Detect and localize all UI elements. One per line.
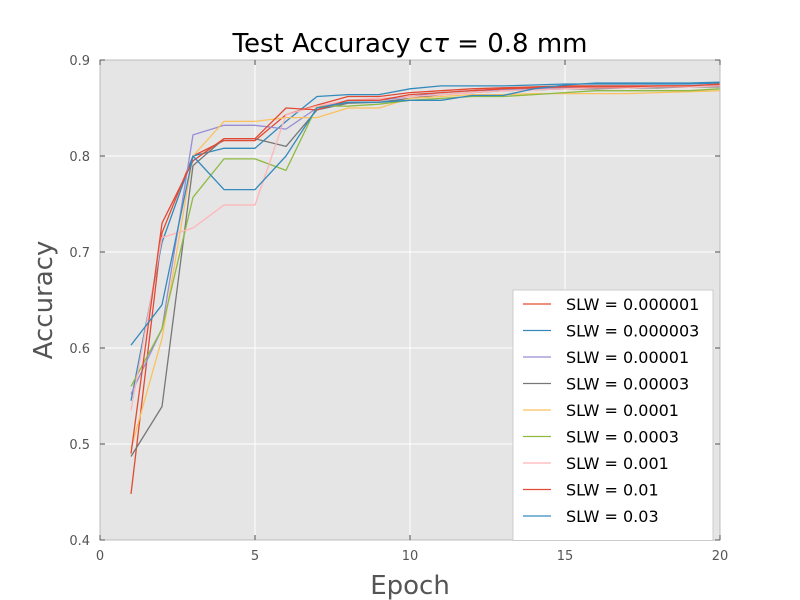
x-tick-label: 20 — [712, 549, 729, 564]
series-line — [130, 83, 721, 454]
series-line — [130, 90, 721, 449]
legend-entry-label: SLW = 0.01 — [566, 481, 659, 500]
series-line — [130, 88, 721, 387]
legend: SLW = 0.000001 SLW = 0.000003 SLW = 0.0000… — [512, 289, 714, 541]
series-lines — [130, 81, 721, 494]
x-tick-label: 5 — [251, 549, 259, 564]
legend-entry-label: SLW = 0.000001 — [566, 295, 699, 314]
x-axis-label: Epoch — [370, 571, 450, 600]
legend-entry-label: SLW = 0.00003 — [566, 375, 689, 394]
y-tick-label: 0.7 — [69, 246, 90, 261]
series-line — [130, 81, 721, 346]
legend-entry-label: SLW = 0.000003 — [566, 322, 699, 341]
legend-entry-label: SLW = 0.001 — [566, 454, 669, 473]
x-tick-label: 10 — [402, 549, 419, 564]
chart-title-tau: τ — [433, 29, 449, 59]
x-tick-label: 15 — [557, 549, 574, 564]
legend-entry-label: SLW = 0.00001 — [566, 348, 689, 367]
x-tick-label: 0 — [96, 549, 104, 564]
chart-title: Test Accuracy cτ = 0.8 mm — [232, 29, 588, 59]
legend-entry-label: SLW = 0.03 — [566, 507, 659, 526]
series-line — [130, 84, 721, 494]
y-tick-label: 0.9 — [69, 54, 90, 69]
y-tick-label: 0.5 — [69, 438, 90, 453]
legend-box — [512, 289, 714, 541]
y-tick-label: 0.6 — [69, 342, 90, 357]
series-line — [130, 82, 721, 401]
y-axis-label: Accuracy — [29, 241, 59, 360]
chart-title-prefix: Test Accuracy c — [232, 29, 434, 59]
y-tick-label: 0.4 — [69, 534, 90, 549]
y-tick-label: 0.8 — [69, 150, 90, 165]
axis-ticks: 0 5 10 15 20 0.4 0.5 0.6 0.7 0.8 0.9 — [69, 54, 728, 564]
legend-entry-label: SLW = 0.0001 — [566, 401, 679, 420]
legend-entry-label: SLW = 0.0003 — [566, 428, 679, 447]
series-line — [130, 85, 721, 411]
chart-title-suffix: = 0.8 mm — [449, 29, 588, 59]
